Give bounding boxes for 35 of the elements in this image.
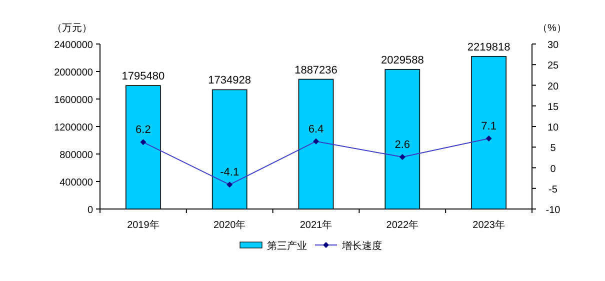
y-tick-label: 2400000: [54, 40, 94, 51]
x-tick-label: 2019年: [127, 219, 160, 231]
data-label: 6.2: [136, 124, 151, 136]
legend-label: 增长速度: [341, 240, 382, 252]
data-label: 7.1: [481, 120, 496, 132]
x-tick-label: 2020年: [213, 219, 246, 231]
y-tick-label: 1600000: [54, 95, 94, 106]
y-axis-title: （万元）: [52, 23, 92, 34]
y-tick-label: 1200000: [54, 122, 94, 134]
data-label: 2219818: [467, 41, 510, 54]
data-label: 2.6: [394, 139, 410, 152]
y-tick-label: 800000: [60, 150, 94, 161]
data-label: -4.1: [220, 166, 240, 179]
y2-tick-label: 25: [547, 60, 559, 72]
y-tick-label: 0: [87, 205, 94, 216]
y2-axis-title: （%）: [538, 23, 566, 34]
y2-tick-label: 5: [550, 143, 556, 154]
data-label: 6.4: [308, 123, 324, 136]
y-tick-label: 2000000: [54, 68, 94, 78]
data-label: 1887236: [294, 64, 338, 76]
y-tick-label: 400000: [60, 178, 94, 188]
x-tick-label: 2021年: [300, 219, 332, 231]
y2-tick-label: 0: [550, 164, 556, 175]
y2-tick-label: 10: [547, 122, 559, 134]
data-label: 1795480: [122, 70, 165, 83]
x-tick-label: 2022年: [386, 219, 419, 231]
x-tick-label: 2023年: [472, 219, 505, 231]
data-label: 2029588: [380, 54, 424, 66]
y2-tick-label: 15: [547, 102, 559, 113]
legend-label: 第三产业: [267, 240, 307, 252]
y2-tick-label: 20: [547, 81, 559, 92]
data-label: 1734928: [208, 74, 252, 87]
y2-tick-label: -10: [546, 205, 561, 216]
y2-tick-label: 30: [547, 40, 559, 51]
y2-tick-label: -5: [548, 184, 558, 196]
